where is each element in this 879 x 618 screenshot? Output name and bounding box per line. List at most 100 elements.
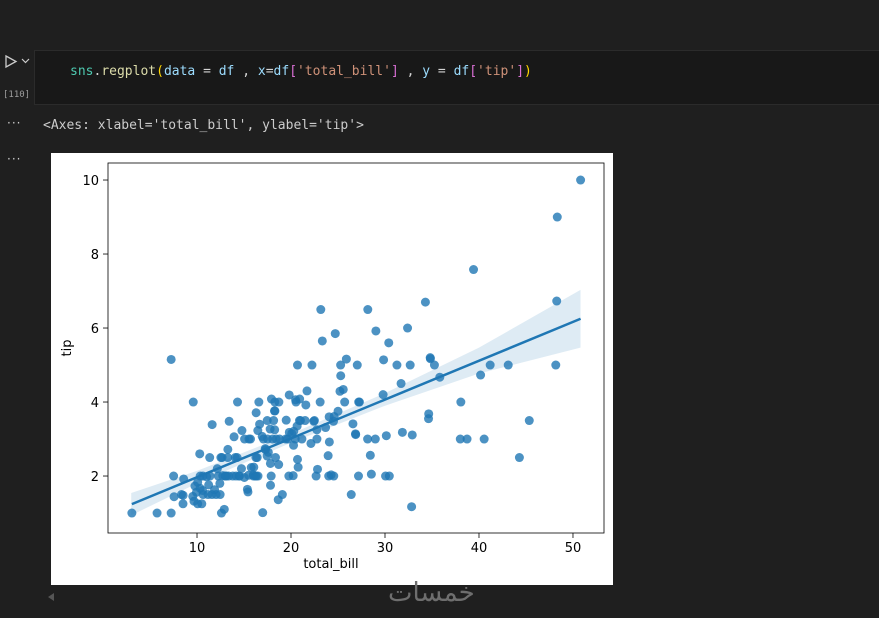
point	[456, 397, 466, 407]
point	[366, 469, 376, 479]
point	[188, 397, 198, 407]
point	[300, 416, 310, 426]
point	[309, 416, 319, 426]
point	[348, 419, 358, 429]
point	[253, 471, 263, 481]
code-token: =	[430, 64, 454, 79]
figure: total_bill tip 10 20 30 40 50 2 4 6 8 10	[51, 153, 613, 585]
point	[469, 265, 479, 275]
output-text: <Axes: xlabel='total_bill', ylabel='tip'…	[43, 118, 364, 133]
point	[258, 508, 268, 518]
code-token: ,	[398, 64, 423, 79]
chart: total_bill tip 10 20 30 40 50 2 4 6 8 10	[60, 162, 605, 572]
dropdown-icon	[21, 58, 30, 64]
x-tick-label: 10	[189, 541, 206, 556]
point	[363, 305, 373, 315]
point	[270, 453, 280, 463]
point	[265, 458, 275, 468]
watermark: خمسات	[388, 578, 475, 608]
point	[274, 460, 284, 470]
point	[288, 471, 298, 481]
point	[302, 386, 312, 396]
point	[384, 338, 394, 348]
run-icon	[5, 54, 18, 69]
point	[233, 397, 243, 407]
scroll-icon[interactable]	[46, 592, 56, 602]
point	[333, 406, 343, 416]
point	[485, 360, 495, 370]
point	[245, 434, 255, 444]
point	[330, 329, 340, 339]
point	[340, 397, 350, 407]
point	[316, 305, 326, 315]
point	[207, 420, 217, 430]
point	[195, 449, 205, 459]
point	[127, 508, 137, 518]
point	[166, 508, 176, 518]
point	[503, 360, 513, 370]
y-tick-label: 6	[91, 322, 99, 337]
code-cell[interactable]: sns.regplot(data = df , x=df['total_bill…	[34, 50, 879, 105]
point	[336, 371, 346, 381]
point	[424, 409, 434, 419]
point	[576, 175, 586, 185]
point	[455, 434, 465, 444]
code-token: ,	[234, 64, 258, 79]
point	[169, 471, 179, 481]
y-axis-label: tip	[60, 340, 75, 357]
code-token: 'tip'	[477, 64, 517, 79]
code-token: (	[156, 64, 164, 79]
point	[379, 355, 389, 365]
point	[405, 360, 415, 370]
point	[266, 471, 276, 481]
point	[552, 212, 562, 222]
point	[396, 379, 406, 389]
code[interactable]: sns.regplot(data = df , x=df['total_bill…	[70, 64, 532, 79]
code-token: [	[289, 64, 298, 79]
point	[315, 397, 325, 407]
point	[251, 408, 261, 418]
point	[274, 397, 284, 407]
point	[551, 360, 561, 370]
point	[236, 464, 246, 474]
point	[277, 490, 287, 500]
code-token: [	[469, 64, 478, 79]
point	[407, 430, 417, 440]
point	[323, 451, 333, 461]
x-tick-label: 30	[377, 541, 394, 556]
output-menu[interactable]: ···	[7, 152, 22, 166]
run-button[interactable]	[4, 54, 34, 70]
point	[224, 416, 234, 426]
point	[293, 462, 303, 472]
point	[205, 453, 215, 463]
y-tick-label: 10	[82, 174, 99, 189]
point	[252, 453, 262, 463]
point	[313, 464, 323, 474]
point	[352, 360, 362, 370]
plot-frame	[107, 162, 605, 534]
point	[429, 360, 439, 370]
output-menu[interactable]: ···	[7, 116, 22, 130]
point	[215, 478, 225, 488]
x-tick-label: 40	[471, 541, 488, 556]
code-token: ]	[390, 64, 399, 79]
code-token: regplot	[101, 64, 157, 79]
point	[152, 508, 162, 518]
point	[255, 419, 265, 429]
point	[178, 499, 188, 509]
point	[215, 490, 225, 500]
point	[336, 360, 346, 370]
code-token: x	[257, 64, 266, 79]
point	[324, 437, 334, 447]
code-token: sns	[70, 64, 94, 79]
point	[266, 480, 276, 490]
point	[223, 444, 233, 454]
y-tick-label: 2	[91, 470, 99, 485]
point	[407, 502, 417, 512]
x-tick-label: 20	[283, 541, 300, 556]
point	[284, 390, 294, 400]
point	[166, 354, 176, 364]
code-token: df	[273, 64, 290, 79]
code-token: data	[163, 64, 196, 79]
